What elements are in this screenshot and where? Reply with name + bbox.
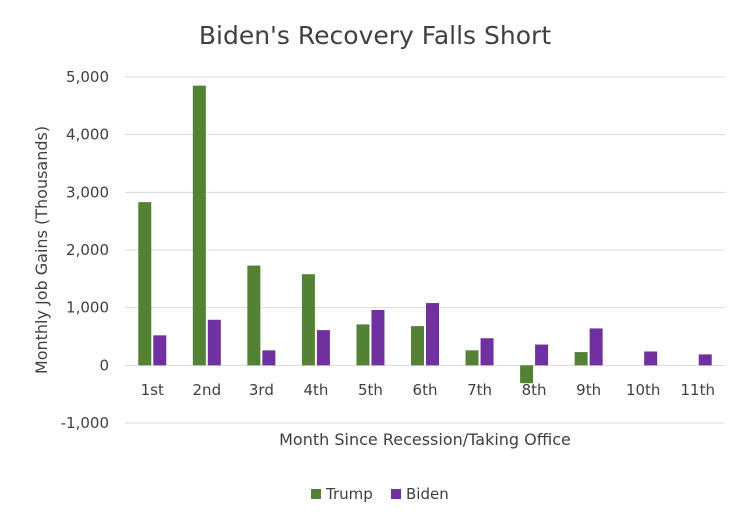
y-tick-label: 0 (99, 356, 109, 374)
bar-biden-5th (371, 309, 385, 366)
y-tick-label: 4,000 (66, 126, 109, 144)
bar-biden-1st (153, 335, 167, 366)
x-axis-label: Month Since Recession/Taking Office (279, 430, 571, 449)
y-tick-label: 3,000 (66, 183, 109, 201)
legend-swatch-trump (311, 489, 321, 499)
chart-title: Biden's Recovery Falls Short (199, 21, 551, 50)
bar-trump-3rd (247, 265, 261, 366)
legend: Trump Biden (311, 485, 449, 503)
y-axis-label: Monthly Job Gains (Thousands) (32, 126, 51, 374)
y-tick-label: 2,000 (66, 241, 109, 259)
x-tick-label: 11th (680, 381, 714, 399)
x-tick-label: 1st (141, 381, 164, 399)
x-tick-label: 5th (358, 381, 383, 399)
bar-trump-8th (520, 365, 534, 384)
bar-biden-7th (480, 338, 494, 366)
y-axis-ticks: 5,000 4,000 3,000 2,000 1,000 0 -1,000 (61, 68, 109, 432)
bar-trump-5th (356, 324, 370, 366)
x-tick-label: 4th (303, 381, 328, 399)
y-tick-label: 5,000 (66, 68, 109, 86)
x-tick-label: 2nd (193, 381, 222, 399)
bar-biden-6th (426, 303, 439, 366)
bar-biden-9th (589, 328, 603, 366)
bar-biden-2nd (207, 319, 221, 366)
x-tick-label: 9th (576, 381, 601, 399)
bar-trump-2nd (192, 85, 206, 366)
x-tick-label: 6th (413, 381, 438, 399)
bar-biden-11th (698, 354, 712, 366)
x-tick-label: 10th (626, 381, 660, 399)
y-tick-label: -1,000 (61, 414, 109, 432)
legend-swatch-biden (391, 489, 401, 499)
legend-label-trump: Trump (325, 485, 373, 503)
bars (138, 85, 712, 384)
bar-biden-8th (535, 344, 549, 366)
x-tick-label: 7th (467, 381, 492, 399)
x-axis-ticks: 1st 2nd 3rd 4th 5th 6th 7th 8th 9th 10th 11th (141, 381, 715, 399)
bar-biden-10th (644, 351, 658, 366)
legend-label-biden: Biden (406, 485, 449, 503)
bar-trump-9th (574, 352, 588, 366)
bar-trump-7th (465, 350, 479, 366)
bar-trump-6th (411, 326, 424, 366)
gridlines (125, 76, 725, 424)
bar-biden-4th (316, 330, 330, 366)
x-tick-label: 3rd (249, 381, 274, 399)
x-tick-label: 8th (522, 381, 547, 399)
bar-trump-1st (138, 202, 152, 366)
y-tick-label: 1,000 (66, 299, 109, 317)
bar-trump-4th (301, 274, 315, 366)
bar-biden-3rd (262, 350, 276, 366)
